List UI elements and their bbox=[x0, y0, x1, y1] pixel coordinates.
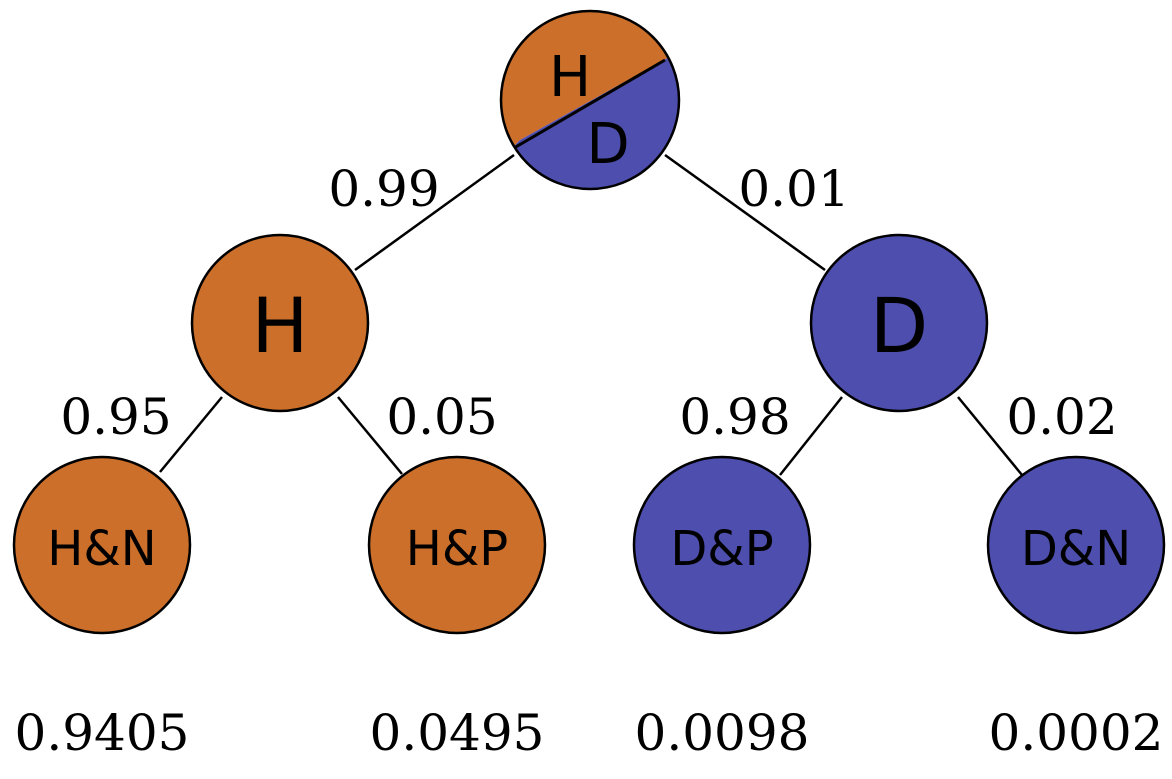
leaf-dp-label: D&P bbox=[670, 521, 773, 577]
edge-root-to-h bbox=[354, 153, 515, 272]
edge-h-to-hp bbox=[337, 396, 403, 475]
edge-prob-hp: 0.05 bbox=[386, 388, 497, 446]
leaf-node-hn: H&N bbox=[12, 455, 192, 635]
outcome-prob-hn: 0.9405 bbox=[15, 704, 190, 762]
edge-prob-hn: 0.95 bbox=[60, 388, 171, 446]
leaf-hn-label: H&N bbox=[47, 521, 156, 577]
root-top-half bbox=[501, 11, 679, 180]
edge-prob-dn: 0.02 bbox=[1006, 388, 1117, 446]
leaf-node-hp: H&P bbox=[367, 455, 547, 635]
leaf-node-dp: D&P bbox=[632, 455, 812, 635]
edge-d-to-dn bbox=[957, 396, 1023, 476]
node-d: D bbox=[809, 233, 989, 413]
edge-d-to-dp bbox=[779, 396, 843, 476]
root-top-label: H bbox=[549, 45, 591, 110]
node-d-label: D bbox=[870, 281, 929, 370]
leaf-hp-label: H&P bbox=[406, 521, 508, 577]
edge-prob-dp: 0.98 bbox=[679, 388, 790, 446]
leaf-node-dn: D&N bbox=[986, 455, 1166, 635]
edge-prob-h: 0.99 bbox=[328, 160, 439, 218]
root-divider bbox=[513, 58, 666, 150]
outcome-prob-dn: 0.0002 bbox=[989, 704, 1164, 762]
node-h-label: H bbox=[251, 281, 308, 370]
edge-prob-d: 0.01 bbox=[738, 160, 849, 218]
root-bottom-label: D bbox=[586, 112, 629, 177]
edge-root-to-d bbox=[664, 153, 826, 272]
edge-h-to-hn bbox=[159, 396, 223, 473]
outcome-prob-hp: 0.0495 bbox=[370, 704, 545, 762]
node-h: H bbox=[190, 233, 370, 413]
root-node: H D bbox=[499, 9, 681, 191]
outcome-prob-dp: 0.0098 bbox=[635, 704, 810, 762]
leaf-dn-label: D&N bbox=[1021, 521, 1131, 577]
